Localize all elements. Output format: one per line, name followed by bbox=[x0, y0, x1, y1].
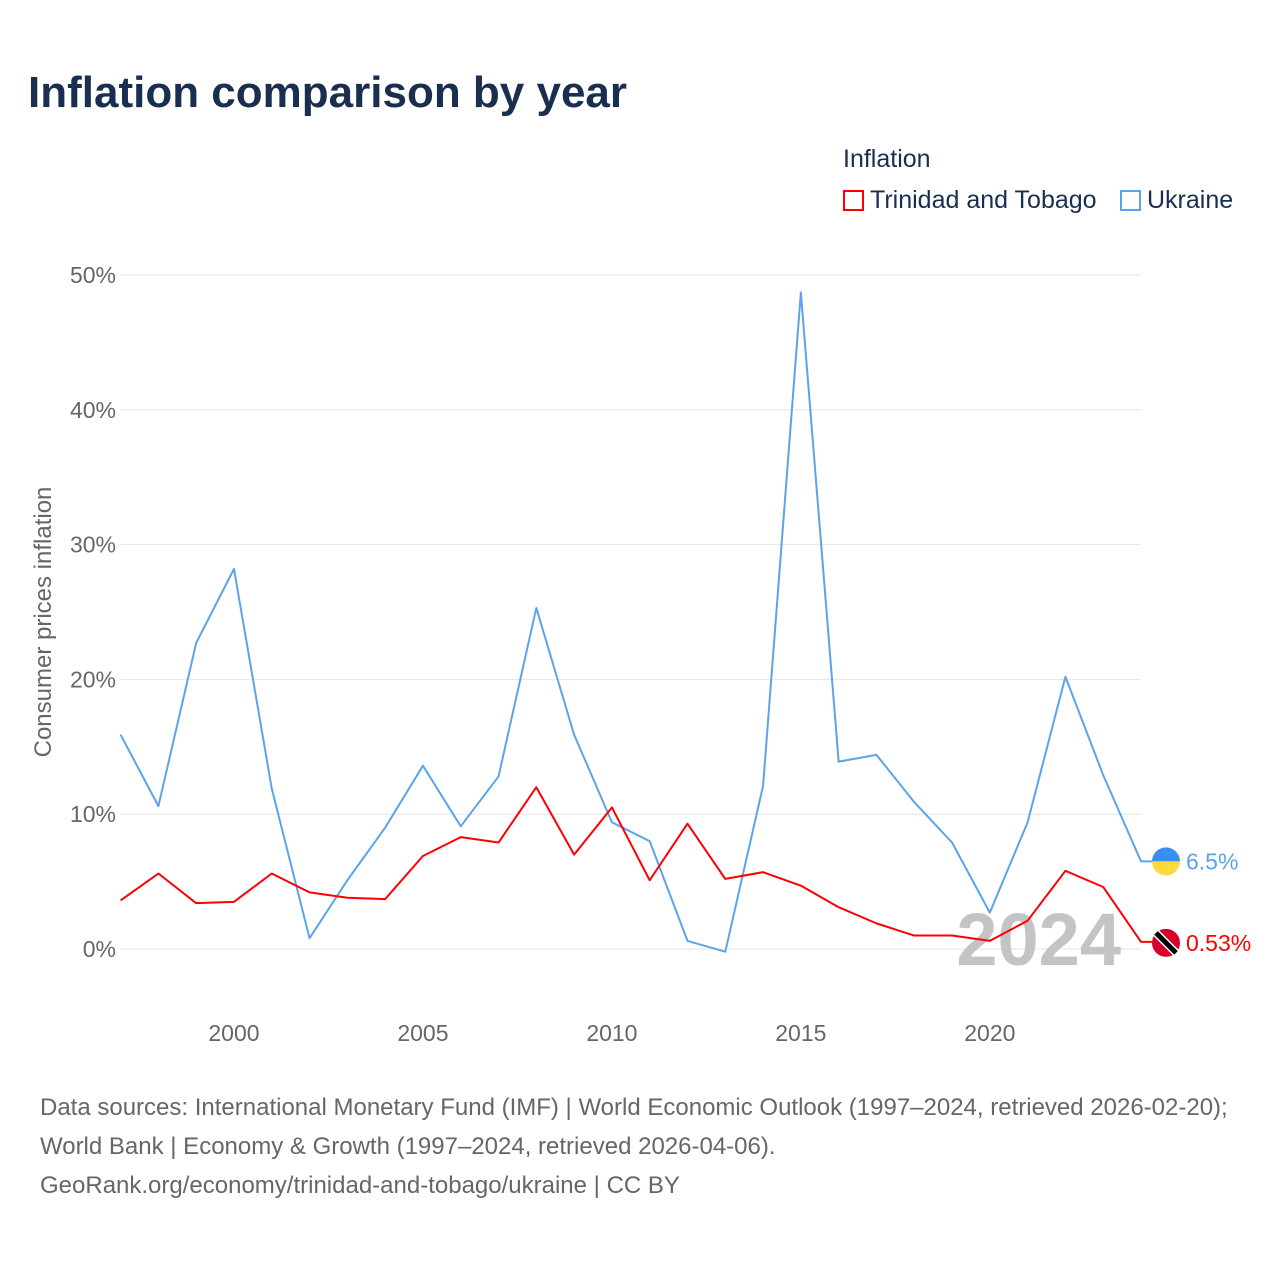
y-tick-label: 50% bbox=[70, 262, 116, 288]
x-tick-label: 2020 bbox=[964, 1020, 1015, 1046]
legend-swatch-trinidad bbox=[843, 190, 864, 211]
credit-link[interactable]: GeoRank.org/economy/trinidad-and-tobago/… bbox=[40, 1172, 680, 1199]
series-line-ukraine bbox=[119, 291, 1152, 953]
ukraine-flag-icon-bottom bbox=[1152, 861, 1181, 876]
footer: Data sources: International Monetary Fun… bbox=[40, 1088, 1250, 1205]
series-line-trinidad-and-tobago bbox=[120, 786, 1152, 943]
x-tick-label: 2015 bbox=[775, 1020, 826, 1046]
y-tick-label: 0% bbox=[83, 936, 116, 962]
data-sources: Data sources: International Monetary Fun… bbox=[40, 1094, 1228, 1160]
y-tick-label: 10% bbox=[70, 801, 116, 827]
chart-title: Inflation comparison by year bbox=[28, 68, 628, 117]
y-tick-label: 40% bbox=[70, 397, 116, 423]
legend-item-ukraine[interactable]: Ukraine bbox=[1120, 186, 1233, 215]
legend-swatch-ukraine bbox=[1120, 190, 1141, 211]
x-tick-label: 2010 bbox=[586, 1020, 637, 1046]
x-tick-label: 2005 bbox=[397, 1020, 448, 1046]
ukraine-flag-icon bbox=[1152, 847, 1181, 862]
y-tick-label: 30% bbox=[70, 532, 116, 558]
trinidad-flag-stripe-black bbox=[1154, 931, 1178, 955]
legend-label: Ukraine bbox=[1147, 186, 1234, 214]
x-tick-label: 2000 bbox=[208, 1020, 259, 1046]
legend-title: Inflation bbox=[843, 145, 931, 173]
end-value-label: 0.53% bbox=[1186, 930, 1251, 956]
legend-label: Trinidad and Tobago bbox=[870, 186, 1097, 214]
end-value-label: 6.5% bbox=[1186, 848, 1238, 874]
y-axis-label: Consumer prices inflation bbox=[30, 487, 57, 758]
y-tick-label: 20% bbox=[70, 666, 116, 692]
legend-item-trinidad[interactable]: Trinidad and Tobago bbox=[843, 186, 1097, 215]
